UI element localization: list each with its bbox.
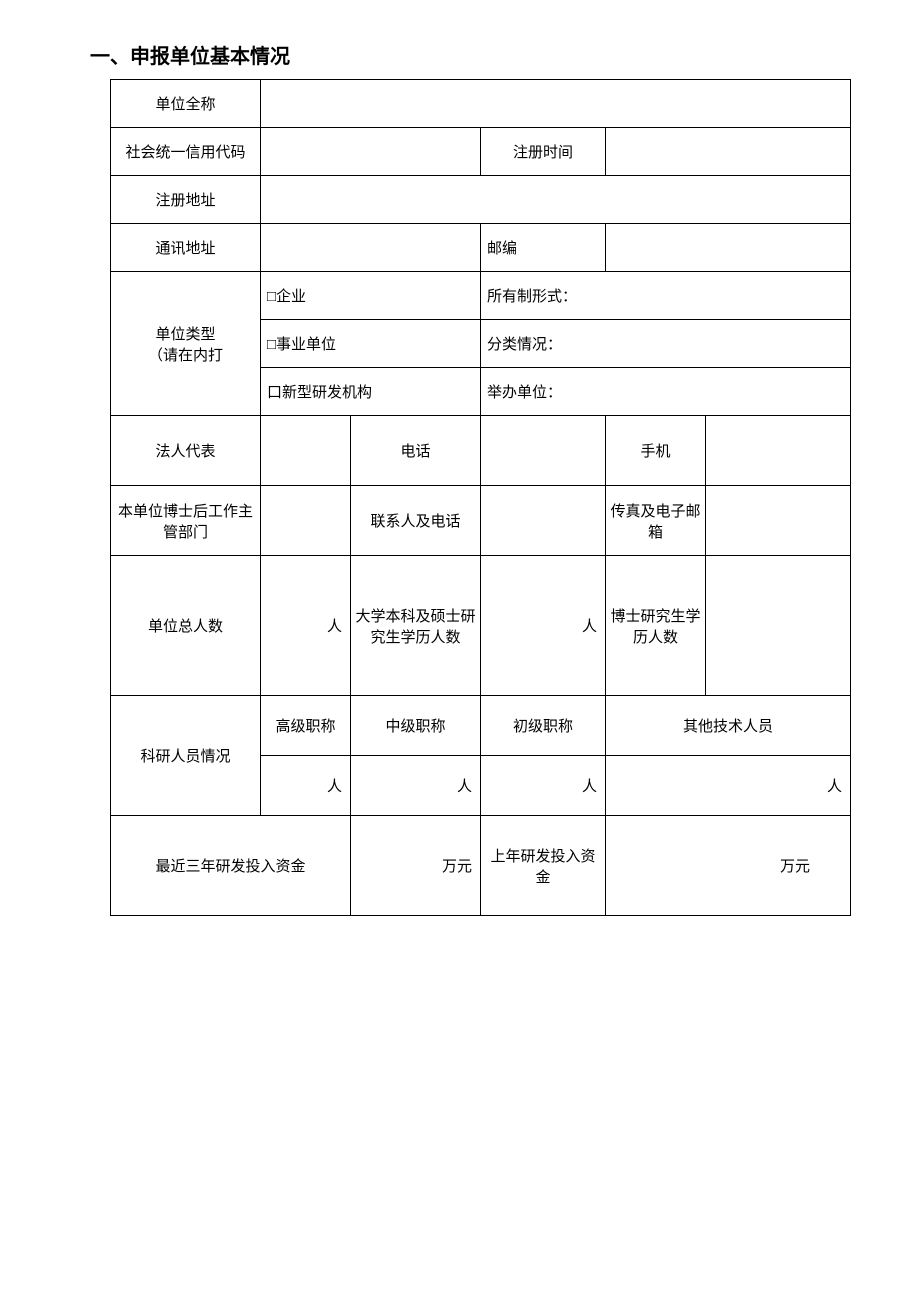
label-classification[interactable]: 分类情况： — [481, 320, 851, 368]
field-contact-phone[interactable] — [481, 486, 606, 556]
label-unit-type-text: 单位类型 — [115, 323, 256, 344]
label-junior-title: 初级职称 — [481, 696, 606, 756]
field-unit-name[interactable] — [261, 80, 851, 128]
field-reg-addr[interactable] — [261, 176, 851, 224]
label-senior-title: 高级职称 — [261, 696, 351, 756]
field-credit-code[interactable] — [261, 128, 481, 176]
checkbox-institution[interactable]: □事业单位 — [261, 320, 481, 368]
field-postdoc-dept[interactable] — [261, 486, 351, 556]
label-mobile: 手机 — [606, 416, 706, 486]
label-last-year-rd: 上年研发投入资金 — [481, 816, 606, 916]
label-ownership[interactable]: 所有制形式： — [481, 272, 851, 320]
field-reg-time[interactable] — [606, 128, 851, 176]
label-unit-name: 单位全称 — [111, 80, 261, 128]
field-phone[interactable] — [481, 416, 606, 486]
field-doctor[interactable] — [706, 556, 851, 696]
field-senior[interactable]: 人 — [261, 756, 351, 816]
label-research-staff: 科研人员情况 — [111, 696, 261, 816]
label-phone: 电话 — [351, 416, 481, 486]
label-reg-time: 注册时间 — [481, 128, 606, 176]
field-three-year-rd[interactable]: 万元 — [351, 816, 481, 916]
label-comm-addr: 通讯地址 — [111, 224, 261, 272]
field-bachelor-master[interactable]: 人 — [481, 556, 606, 696]
label-mid-title: 中级职称 — [351, 696, 481, 756]
field-other[interactable]: 人 — [606, 756, 851, 816]
field-fax-email[interactable] — [706, 486, 851, 556]
field-legal-rep[interactable] — [261, 416, 351, 486]
label-total-people: 单位总人数 — [111, 556, 261, 696]
label-unit-type: 单位类型 （请在内打 — [111, 272, 261, 416]
page-title: 一、申报单位基本情况 — [30, 40, 890, 69]
label-postdoc-dept: 本单位博士后工作主管部门 — [111, 486, 261, 556]
field-last-year-rd[interactable]: 万元 — [606, 816, 851, 916]
label-doctor: 博士研究生学历人数 — [606, 556, 706, 696]
label-other-tech: 其他技术人员 — [606, 696, 851, 756]
label-organizer[interactable]: 举办单位： — [481, 368, 851, 416]
field-total-people[interactable]: 人 — [261, 556, 351, 696]
checkbox-enterprise[interactable]: □企业 — [261, 272, 481, 320]
label-contact-phone: 联系人及电话 — [351, 486, 481, 556]
label-fax-email: 传真及电子邮箱 — [606, 486, 706, 556]
checkbox-rd-org[interactable]: 口新型研发机构 — [261, 368, 481, 416]
field-postcode[interactable] — [606, 224, 851, 272]
label-bachelor-master: 大学本科及硕士研究生学历人数 — [351, 556, 481, 696]
form-table: 单位全称 社会统一信用代码 注册时间 注册地址 通讯地址 邮编 单位类型 （请在… — [110, 79, 851, 916]
label-credit-code: 社会统一信用代码 — [111, 128, 261, 176]
label-unit-type-note: （请在内打 — [115, 344, 256, 365]
field-mobile[interactable] — [706, 416, 851, 486]
label-three-year-rd: 最近三年研发投入资金 — [111, 816, 351, 916]
field-junior[interactable]: 人 — [481, 756, 606, 816]
label-reg-addr: 注册地址 — [111, 176, 261, 224]
label-postcode: 邮编 — [481, 224, 606, 272]
label-legal-rep: 法人代表 — [111, 416, 261, 486]
field-mid[interactable]: 人 — [351, 756, 481, 816]
field-comm-addr[interactable] — [261, 224, 481, 272]
